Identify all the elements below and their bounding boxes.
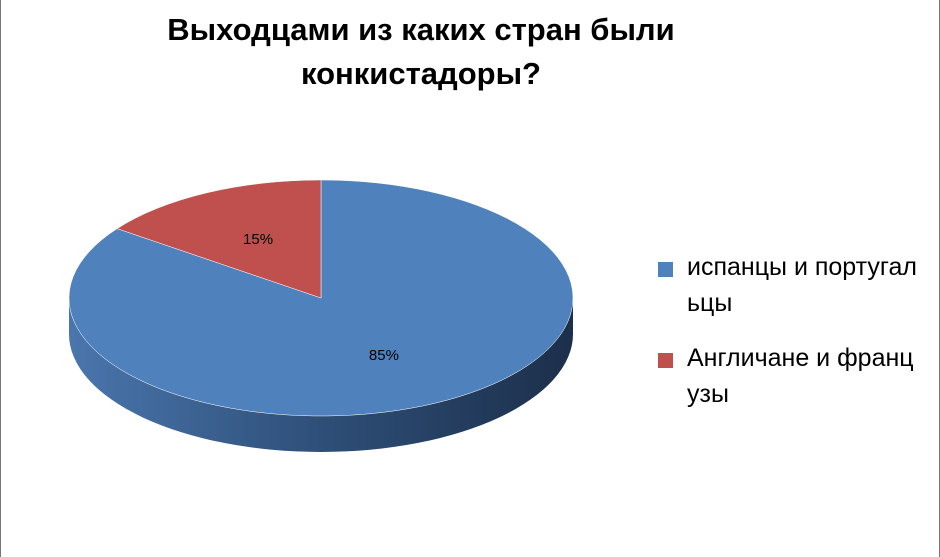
- data-label: 15%: [243, 231, 273, 248]
- legend-swatch: [658, 262, 673, 277]
- legend-label: Англичане и французы: [687, 344, 914, 408]
- legend-label: испанцы и португальцы: [687, 253, 917, 317]
- chart-title: Выходцами из каких стран были конкистадо…: [167, 12, 675, 91]
- pie-slice: [116, 179, 322, 299]
- legend-swatch: [658, 353, 673, 368]
- data-label: 85%: [369, 347, 399, 364]
- slice-side: [69, 298, 573, 452]
